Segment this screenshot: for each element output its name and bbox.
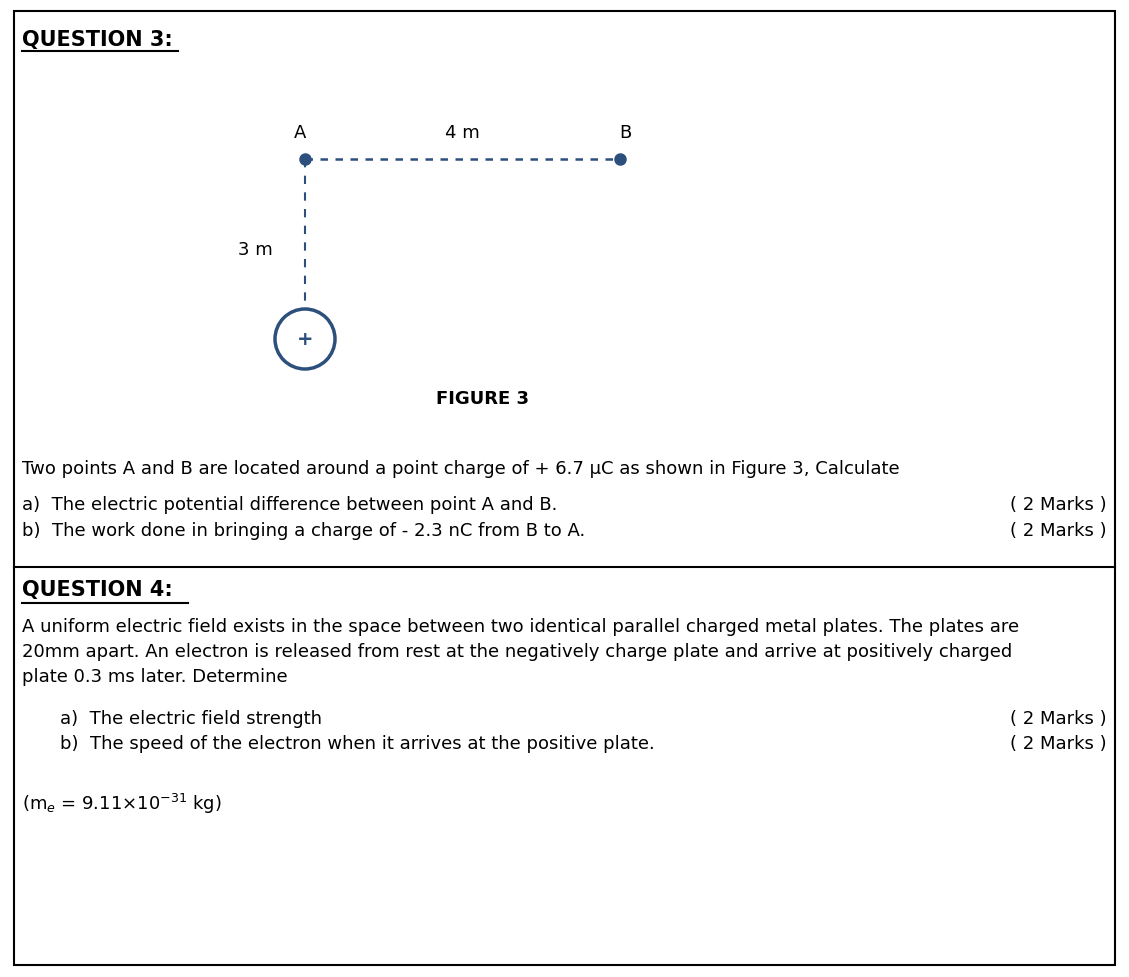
Text: 4 m: 4 m xyxy=(445,124,480,142)
Text: 3 m: 3 m xyxy=(237,240,272,259)
Text: plate 0.3 ms later. Determine: plate 0.3 ms later. Determine xyxy=(21,667,288,685)
Text: a)  The electric field strength: a) The electric field strength xyxy=(60,709,322,727)
Text: ( 2 Marks ): ( 2 Marks ) xyxy=(1010,495,1108,514)
Text: QUESTION 3:: QUESTION 3: xyxy=(21,30,173,50)
Text: ( 2 Marks ): ( 2 Marks ) xyxy=(1010,709,1108,727)
Text: QUESTION 4:: QUESTION 4: xyxy=(21,579,173,599)
Text: 20mm apart. An electron is released from rest at the negatively charge plate and: 20mm apart. An electron is released from… xyxy=(21,642,1013,660)
Text: b)  The work done in bringing a charge of - 2.3 nC from B to A.: b) The work done in bringing a charge of… xyxy=(21,522,585,539)
Text: B: B xyxy=(619,124,631,142)
Text: Two points A and B are located around a point charge of + 6.7 μC as shown in Fig: Two points A and B are located around a … xyxy=(21,459,900,478)
Text: b)  The speed of the electron when it arrives at the positive plate.: b) The speed of the electron when it arr… xyxy=(60,735,655,752)
Text: a)  The electric potential difference between point A and B.: a) The electric potential difference bet… xyxy=(21,495,558,514)
Text: A uniform electric field exists in the space between two identical parallel char: A uniform electric field exists in the s… xyxy=(21,617,1019,635)
Text: +: + xyxy=(297,330,313,349)
Text: ( 2 Marks ): ( 2 Marks ) xyxy=(1010,735,1108,752)
Text: (m$_e$ = 9.11$\times$10$^{-31}$ kg): (m$_e$ = 9.11$\times$10$^{-31}$ kg) xyxy=(21,791,222,815)
Text: A: A xyxy=(294,124,306,142)
Text: ( 2 Marks ): ( 2 Marks ) xyxy=(1010,522,1108,539)
Text: FIGURE 3: FIGURE 3 xyxy=(436,390,530,407)
